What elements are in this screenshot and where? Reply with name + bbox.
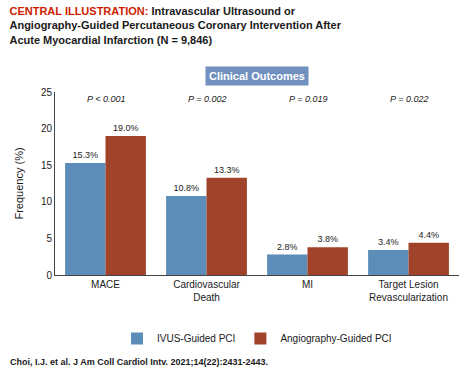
- svg-text:CENTRAL ILLUSTRATION: Intravas: CENTRAL ILLUSTRATION: Intravascular Ultr…: [9, 5, 341, 46]
- svg-text:0: 0: [46, 270, 52, 281]
- svg-text:5: 5: [46, 233, 52, 244]
- svg-text:MI: MI: [302, 279, 313, 290]
- svg-text:20: 20: [41, 123, 53, 134]
- svg-text:Frequency (%): Frequency (%): [13, 147, 25, 219]
- svg-text:19.0%: 19.0%: [113, 123, 139, 133]
- svg-text:3.4%: 3.4%: [378, 237, 399, 247]
- svg-text:2.8%: 2.8%: [277, 242, 298, 252]
- svg-text:P = 0.022: P = 0.022: [390, 94, 428, 104]
- svg-text:P = 0.019: P = 0.019: [289, 94, 327, 104]
- svg-text:P = 0.002: P = 0.002: [188, 94, 226, 104]
- svg-text:15.3%: 15.3%: [73, 150, 99, 160]
- svg-text:4.4%: 4.4%: [418, 230, 439, 240]
- svg-text:P < 0.001: P < 0.001: [87, 94, 125, 104]
- svg-text:IVUS-Guided PCI: IVUS-Guided PCI: [157, 333, 235, 344]
- svg-text:Choi, I.J. et al. J Am Coll Ca: Choi, I.J. et al. J Am Coll Cardiol Intv…: [10, 357, 268, 367]
- svg-text:Angiography-Guided PCI: Angiography-Guided PCI: [280, 333, 391, 344]
- svg-text:15: 15: [41, 160, 53, 171]
- svg-text:MACE: MACE: [91, 279, 120, 290]
- svg-text:Target LesionRevascularization: Target LesionRevascularization: [369, 279, 448, 303]
- svg-text:Clinical Outcomes: Clinical Outcomes: [209, 70, 305, 82]
- svg-text:13.3%: 13.3%: [214, 165, 240, 175]
- svg-text:25: 25: [41, 87, 53, 98]
- svg-text:3.8%: 3.8%: [317, 234, 338, 244]
- svg-text:10: 10: [41, 196, 53, 207]
- svg-text:CardiovascularDeath: CardiovascularDeath: [173, 279, 240, 303]
- svg-text:10.8%: 10.8%: [174, 183, 200, 193]
